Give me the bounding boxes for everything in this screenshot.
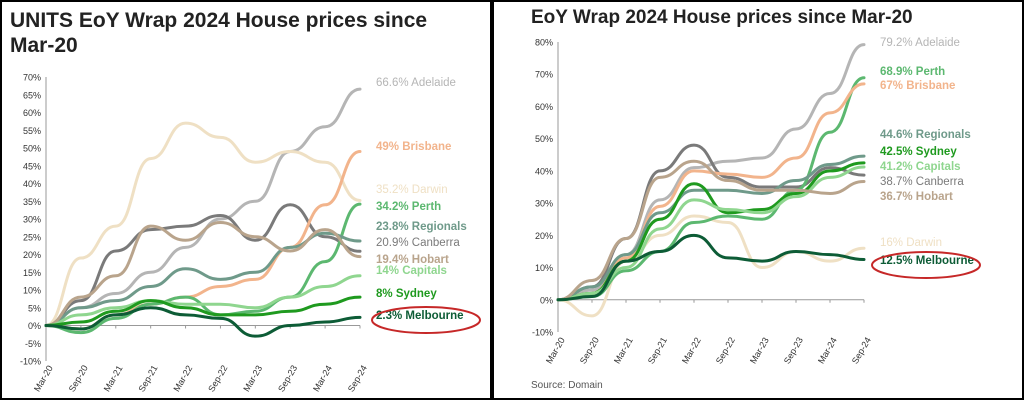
chart-title: EoY Wrap 2024 House prices since Mar-20 [531,7,913,28]
series-end-label-brisbane: 67% Brisbane [880,80,955,92]
right-chart-plot: -10% 0% 10% 20% 30% 40% 50% 60% 70% 80% Mar-20 Sep-… [532,37,981,366]
series-line-darwin [556,214,866,318]
y-tick-label: 80% [535,38,553,48]
y-tick-label: -10% [20,357,41,367]
x-tick-label: Sep-23 [782,335,805,365]
right-chart-panel: EoY Wrap 2024 House prices since Mar-20 … [494,2,1022,398]
series-line-hobart [556,159,866,302]
series-end-label-hobart: 19.4% Hobart [376,254,449,266]
series-end-label-canberra: 38.7% Canberra [880,176,964,188]
series-line-melbourne [44,306,362,338]
x-tick-label: Sep-20 [578,335,601,365]
highlight-ring-melbourne [371,306,481,334]
series-line-melbourne [556,233,866,302]
x-tick-label: Mar-23 [241,364,264,394]
y-tick-label: 50% [535,134,553,144]
series-end-label-capitals: 41.2% Capitals [880,161,961,173]
y-tick-label: 70% [23,73,41,83]
x-tick-label: Mar-23 [748,336,771,366]
y-tick-label: 30% [23,215,41,225]
y-tick-label: 65% [23,90,41,100]
y-tick-label: 60% [23,108,41,118]
y-tick-label: 10% [535,263,553,273]
series-line-sydney [44,295,362,327]
series-end-label-adelaide: 79.2% Adelaide [880,37,960,49]
series-end-label-sydney: 8% Sydney [376,288,437,300]
series-end-label-capitals: 14% Capitals [376,265,447,277]
x-tick-label: Mar-21 [102,364,125,394]
left-chart-plot: -10% -5% 0% 5% 10% 15% 20% 25% 30% 35% 40% 45% 50% 55… [20,73,481,394]
series-end-label-regionals: 23.8% Regionals [376,221,467,233]
y-tick-label: -10% [532,328,553,338]
y-tick-label: 40% [23,179,41,189]
series-line-perth [556,76,866,302]
x-tick-label: Mar-21 [612,336,635,366]
series-end-label-canberra: 20.9% Canberra [376,237,460,249]
x-tick-label: Sep-20 [67,363,90,393]
x-tick-label: Mar-22 [171,364,194,394]
x-tick-label: Mar-20 [32,364,55,394]
series-line-darwin [44,121,362,327]
x-tick-label: Mar-24 [816,336,839,366]
y-tick-label: -5% [25,339,41,349]
highlight-ring-melbourne [871,251,981,279]
series-end-label-hobart: 36.7% Hobart [880,191,953,203]
series-line-canberra [44,203,362,327]
series-end-label-perth: 68.9% Perth [880,66,945,78]
x-tick-label: Sep-21 [646,335,669,365]
y-tick-label: 15% [23,268,41,278]
series-end-label-adelaide: 66.6% Adelaide [376,77,456,89]
y-tick-label: 30% [535,199,553,209]
x-tick-label: Sep-24 [850,335,873,365]
series-line-perth [44,202,362,335]
series-end-label-darwin: 35.2% Darwin [376,184,448,196]
y-tick-label: 10% [23,286,41,296]
x-tick-label: Sep-22 [714,335,737,365]
left-chart-panel: UNITS EoY Wrap 2024 House prices since M… [2,2,490,398]
y-tick-label: 0% [540,295,553,305]
series-end-label-perth: 34.2% Perth [376,201,441,213]
y-tick-label: 35% [23,197,41,207]
series-line-capitals [44,274,362,327]
y-tick-label: 20% [535,231,553,241]
x-tick-label: Mar-22 [680,336,703,366]
y-tick-label: 60% [535,102,553,112]
series-end-label-melbourne: 12.5% Melbourne [880,255,974,267]
x-tick-label: Mar-24 [311,364,334,394]
y-tick-label: 55% [23,126,41,136]
series-line-hobart [44,221,362,327]
x-tick-label: Sep-21 [136,363,159,393]
x-tick-label: Sep-23 [276,363,299,393]
y-tick-label: 40% [535,166,553,176]
y-tick-label: 5% [28,303,41,313]
series-end-label-darwin: 16% Darwin [880,237,942,249]
y-tick-label: 70% [535,70,553,80]
chart-title: UNITS EoY Wrap 2024 House prices since M… [10,9,428,57]
series-end-label-brisbane: 49% Brisbane [376,141,451,153]
source-note: Source: Domain [531,380,603,391]
y-tick-label: 25% [23,232,41,242]
series-end-label-melbourne: 2.3% Melbourne [376,310,464,322]
x-tick-label: Sep-22 [206,363,229,393]
y-tick-label: 45% [23,161,41,171]
y-tick-label: 0% [28,321,41,331]
y-tick-label: 50% [23,144,41,154]
series-line-brisbane [44,150,362,331]
series-line-regionals [556,154,866,302]
x-tick-label: Sep-24 [346,363,369,393]
series-end-label-sydney: 42.5% Sydney [880,146,957,158]
y-tick-label: 20% [23,250,41,260]
series-end-label-regionals: 44.6% Regionals [880,129,971,141]
x-tick-label: Mar-20 [544,336,567,366]
